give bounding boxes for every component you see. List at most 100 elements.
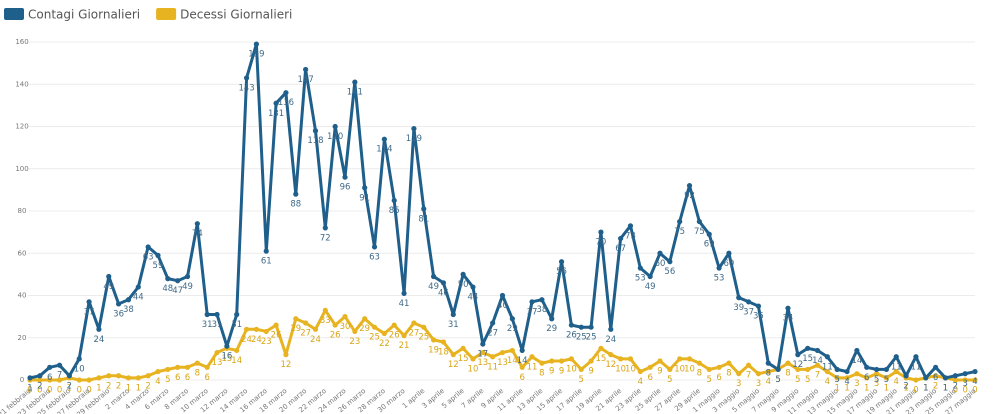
y-tick-label: 40 — [18, 292, 27, 300]
data-point — [499, 349, 506, 356]
data-point — [263, 328, 269, 335]
y-tick-label: 60 — [18, 249, 27, 257]
data-label: 10 — [684, 364, 695, 374]
data-label: 8 — [697, 369, 702, 379]
data-label: 1 — [923, 383, 928, 393]
data-point — [224, 343, 230, 349]
data-label: 13 — [497, 358, 508, 368]
data-point — [726, 250, 732, 256]
data-label: 24 — [93, 335, 104, 345]
data-point — [56, 362, 63, 368]
data-point — [283, 352, 289, 358]
data-point — [204, 364, 210, 370]
data-label: 3 — [962, 379, 967, 389]
data-label: 6 — [519, 373, 524, 383]
data-point — [598, 229, 604, 235]
data-point — [529, 354, 535, 360]
data-point — [499, 292, 506, 299]
data-point — [775, 366, 781, 373]
data-point — [824, 354, 830, 360]
data-label: 34 — [783, 314, 794, 324]
data-label: 4 — [894, 377, 899, 387]
data-label: 13 — [477, 358, 488, 368]
data-point — [480, 349, 486, 356]
data-label: 1 — [27, 383, 32, 393]
data-point — [352, 79, 358, 85]
data-point — [421, 206, 427, 212]
data-label: 70 — [596, 238, 607, 248]
data-point — [539, 360, 545, 366]
data-label: 31 — [231, 320, 242, 330]
data-label: 29 — [546, 324, 557, 334]
data-label: 11 — [891, 362, 902, 372]
data-label: 5 — [834, 375, 839, 385]
data-point — [47, 377, 53, 383]
data-point — [854, 371, 860, 377]
data-label: 10 — [625, 364, 636, 374]
data-point — [765, 368, 771, 375]
data-label: 96 — [340, 183, 351, 193]
data-label: 44 — [468, 293, 479, 303]
data-label: 1 — [67, 383, 72, 393]
data-point — [421, 324, 427, 330]
data-label: 4 — [155, 377, 160, 387]
data-point — [519, 364, 525, 370]
data-point — [933, 373, 939, 379]
data-label: 49 — [645, 282, 656, 292]
data-label: 0 — [27, 386, 32, 396]
data-label: 73 — [625, 231, 636, 241]
data-label: 5 — [667, 375, 672, 385]
data-point — [627, 223, 634, 229]
data-point — [785, 305, 791, 311]
data-label: 9 — [657, 366, 662, 376]
data-label: 29 — [290, 324, 301, 334]
data-label: 0 — [972, 386, 977, 396]
data-label: 2 — [953, 381, 958, 391]
data-label: 8 — [539, 369, 544, 379]
data-point — [145, 373, 151, 379]
data-label: 0 — [57, 386, 62, 396]
data-point — [135, 284, 141, 290]
y-tick-label: 0 — [20, 376, 24, 384]
data-point — [165, 276, 171, 282]
data-label: 118 — [307, 136, 323, 146]
data-label: 88 — [290, 200, 301, 210]
data-label: 3 — [756, 379, 761, 389]
data-point — [342, 174, 348, 180]
data-label: 14 — [231, 356, 242, 366]
data-label: 25 — [586, 333, 597, 343]
data-point — [637, 368, 643, 375]
legend-label: Decessi Giornalieri — [180, 8, 292, 22]
data-point — [716, 265, 722, 271]
data-point — [253, 41, 260, 47]
data-label: 44 — [133, 293, 144, 303]
data-label: 40 — [497, 301, 508, 311]
data-point — [312, 326, 319, 332]
data-point — [460, 271, 466, 277]
data-label: 9 — [549, 366, 554, 376]
data-point — [647, 273, 653, 280]
data-point — [86, 377, 92, 383]
data-point — [578, 366, 584, 373]
data-point — [873, 366, 880, 373]
data-point — [893, 354, 899, 360]
data-point — [391, 322, 397, 328]
data-label: 24 — [605, 335, 616, 345]
data-label: 38 — [123, 305, 134, 315]
data-label: 27 — [300, 328, 311, 338]
data-point — [194, 360, 200, 366]
data-label: 0 — [86, 386, 91, 396]
y-tick-label: 140 — [15, 80, 28, 88]
data-label: 8 — [766, 369, 771, 379]
data-label: 6 — [47, 373, 52, 383]
data-point — [736, 371, 742, 377]
data-point — [440, 280, 447, 286]
data-label: 6 — [647, 373, 652, 383]
data-point — [480, 341, 486, 347]
data-point — [66, 373, 72, 379]
data-point — [440, 339, 447, 345]
data-point — [56, 377, 63, 383]
data-point — [96, 326, 102, 332]
data-label: 1 — [943, 383, 948, 393]
data-point — [568, 356, 575, 362]
